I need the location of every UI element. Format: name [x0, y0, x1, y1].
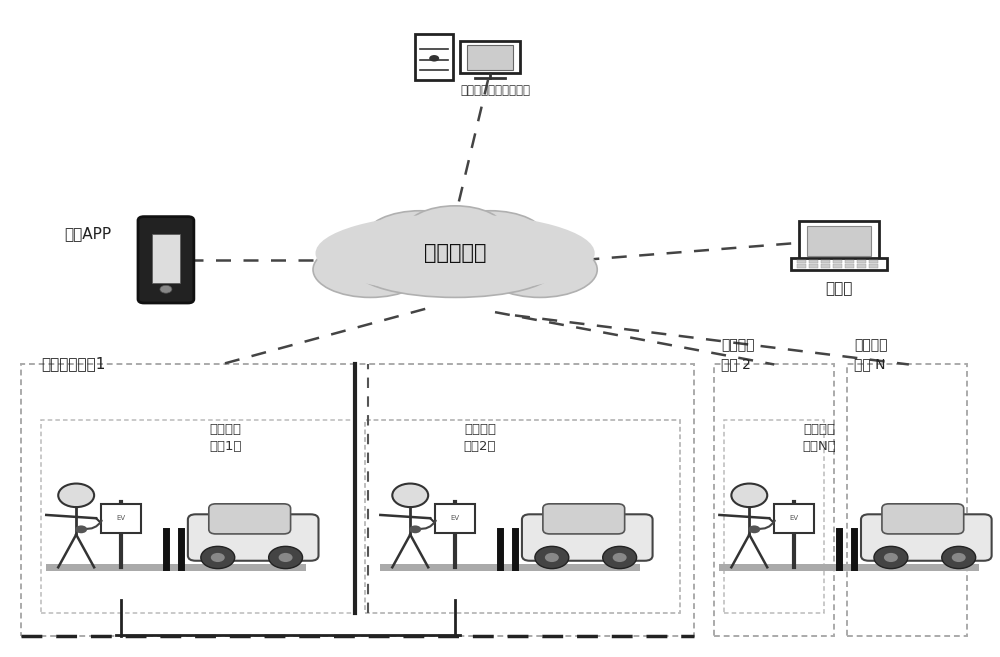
Circle shape [279, 553, 293, 562]
Bar [845, 260, 854, 263]
Text: EV: EV [790, 515, 799, 521]
FancyBboxPatch shape [209, 504, 291, 534]
Text: 充电停车
站点 2: 充电停车 站点 2 [721, 338, 755, 371]
Circle shape [75, 526, 87, 533]
Text: 停车充电
系统N号: 停车充电 系统N号 [802, 423, 836, 453]
FancyBboxPatch shape [467, 45, 513, 70]
FancyBboxPatch shape [152, 234, 180, 283]
Ellipse shape [313, 242, 428, 298]
FancyBboxPatch shape [861, 514, 992, 560]
Bar [809, 260, 818, 263]
Bar [365, 420, 680, 613]
Circle shape [269, 547, 303, 568]
FancyBboxPatch shape [415, 34, 453, 80]
Bar [21, 365, 694, 636]
Text: 运营商: 运营商 [825, 281, 853, 296]
Circle shape [429, 55, 439, 62]
FancyBboxPatch shape [791, 258, 887, 269]
Ellipse shape [405, 206, 505, 255]
FancyBboxPatch shape [807, 226, 871, 256]
FancyBboxPatch shape [799, 221, 879, 260]
Bar [724, 420, 824, 613]
Bar [714, 365, 834, 636]
Text: 停车充电
系统2号: 停车充电 系统2号 [464, 423, 496, 453]
Text: 用户APP: 用户APP [64, 226, 111, 241]
FancyBboxPatch shape [774, 504, 814, 533]
Circle shape [952, 553, 966, 562]
Ellipse shape [355, 242, 555, 298]
Circle shape [874, 547, 908, 568]
Bar [380, 564, 640, 570]
Circle shape [535, 547, 569, 568]
Bar [833, 260, 842, 263]
FancyBboxPatch shape [435, 504, 475, 533]
Circle shape [748, 526, 760, 533]
FancyBboxPatch shape [460, 41, 520, 74]
Circle shape [211, 553, 225, 562]
Bar [845, 264, 854, 267]
Text: 充电停车
站点 N: 充电停车 站点 N [854, 338, 888, 371]
FancyBboxPatch shape [188, 514, 319, 560]
Bar [857, 260, 866, 263]
Bar [797, 264, 806, 267]
Circle shape [392, 484, 428, 507]
Ellipse shape [316, 214, 595, 292]
Ellipse shape [365, 211, 475, 263]
Ellipse shape [325, 225, 445, 281]
Text: 充电停车运营管理系统: 充电停车运营管理系统 [460, 85, 530, 97]
Bar [847, 365, 967, 636]
Text: 停车充电
系统1号: 停车充电 系统1号 [210, 423, 242, 453]
Bar [41, 420, 355, 613]
Bar [809, 264, 818, 267]
Text: 管理云平台: 管理云平台 [424, 243, 486, 263]
Bar [821, 264, 830, 267]
Circle shape [160, 285, 172, 293]
Ellipse shape [435, 211, 545, 263]
Bar [833, 264, 842, 267]
FancyBboxPatch shape [522, 514, 653, 560]
Text: EV: EV [116, 515, 126, 521]
Ellipse shape [483, 242, 597, 298]
Text: 充电停车站点1: 充电停车站点1 [41, 356, 106, 371]
FancyBboxPatch shape [138, 217, 194, 303]
Circle shape [613, 553, 627, 562]
Ellipse shape [465, 225, 585, 281]
Circle shape [58, 484, 94, 507]
Circle shape [603, 547, 637, 568]
Circle shape [884, 553, 898, 562]
Bar [46, 564, 306, 570]
Text: EV: EV [451, 515, 460, 521]
Circle shape [545, 553, 559, 562]
Bar [365, 420, 680, 613]
Circle shape [942, 547, 976, 568]
FancyBboxPatch shape [543, 504, 625, 534]
Circle shape [201, 547, 235, 568]
Bar [797, 260, 806, 263]
Circle shape [409, 526, 421, 533]
Bar [869, 260, 878, 263]
Bar [857, 264, 866, 267]
Bar [719, 564, 979, 570]
FancyBboxPatch shape [882, 504, 964, 534]
Circle shape [731, 484, 767, 507]
FancyBboxPatch shape [101, 504, 141, 533]
Bar [869, 264, 878, 267]
Bar [821, 260, 830, 263]
